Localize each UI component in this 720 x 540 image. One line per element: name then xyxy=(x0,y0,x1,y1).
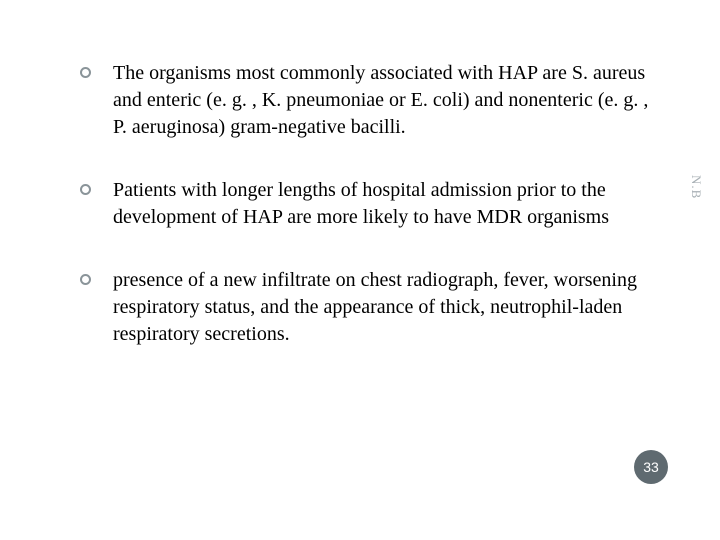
bullet-ring-icon xyxy=(80,184,91,195)
list-item: The organisms most commonly associated w… xyxy=(85,60,650,141)
bullet-text: The organisms most commonly associated w… xyxy=(113,62,648,138)
bullet-ring-icon xyxy=(80,274,91,285)
side-note-label: N.B xyxy=(688,175,704,199)
list-item: presence of a new infiltrate on chest ra… xyxy=(85,267,650,348)
bullet-text: Patients with longer lengths of hospital… xyxy=(113,179,609,228)
bullet-ring-icon xyxy=(80,67,91,78)
slide-container: The organisms most commonly associated w… xyxy=(0,0,720,540)
page-number-badge: 33 xyxy=(634,450,668,484)
page-number-text: 33 xyxy=(643,459,659,475)
list-item: Patients with longer lengths of hospital… xyxy=(85,177,650,231)
bullet-list: The organisms most commonly associated w… xyxy=(85,60,650,348)
bullet-text: presence of a new infiltrate on chest ra… xyxy=(113,269,637,345)
